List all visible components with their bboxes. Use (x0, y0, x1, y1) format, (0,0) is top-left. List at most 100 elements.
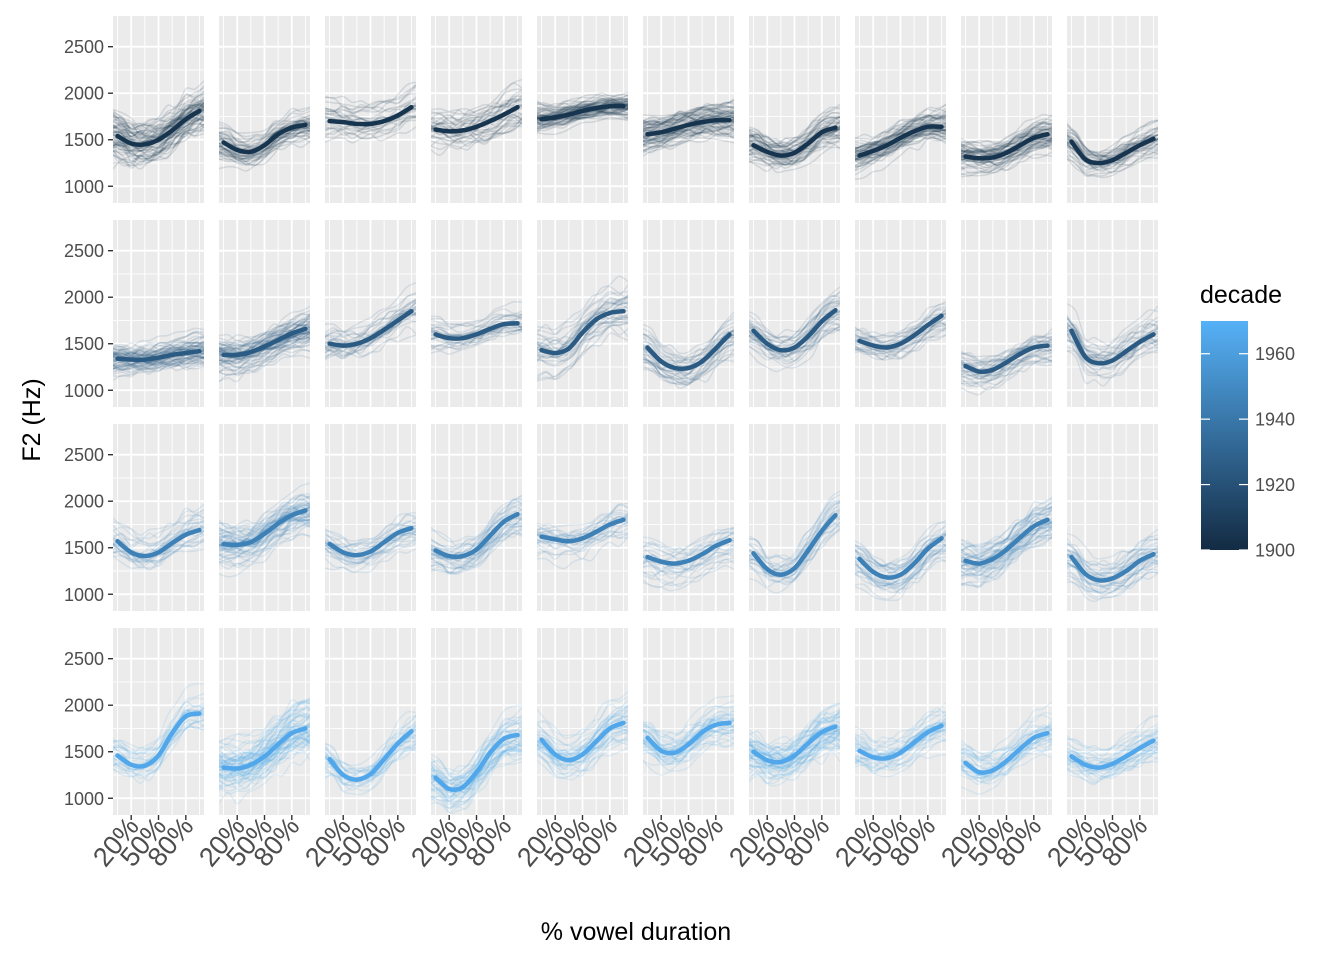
token-trajectory-line (219, 701, 310, 746)
token-trajectory-line (855, 325, 946, 358)
token-trajectory-line (961, 118, 1052, 145)
token-trajectory-line (855, 300, 946, 336)
token-trajectory-line (643, 122, 734, 142)
token-trajectory-line (961, 125, 1052, 150)
token-trajectory-line (961, 497, 1052, 554)
token-trajectory-line (219, 504, 310, 545)
token-trajectory-line (431, 104, 522, 117)
token-trajectory-line (113, 90, 204, 131)
token-trajectory-line (749, 711, 840, 757)
token-trajectory-line (537, 705, 628, 762)
token-trajectory-line (113, 118, 204, 157)
token-trajectory-line (749, 322, 840, 358)
token-trajectory-line (219, 516, 310, 534)
token-trajectory-line (219, 331, 310, 374)
token-trajectory-line (643, 112, 734, 133)
token-trajectory-line (113, 707, 204, 760)
token-trajectory-line (855, 334, 946, 361)
token-trajectory-line (749, 119, 840, 148)
token-trajectory-line (749, 299, 840, 341)
token-trajectory-line (219, 533, 310, 555)
token-trajectory-line (219, 738, 310, 792)
token-trajectory-line (219, 510, 310, 539)
token-trajectory-line (113, 352, 204, 370)
token-trajectory-line (855, 114, 946, 155)
token-trajectory-line (961, 359, 1052, 382)
token-trajectory-line (749, 527, 840, 584)
token-trajectory-line (431, 748, 522, 785)
facet-panel-r2-c4 (537, 424, 628, 611)
token-trajectory-line (643, 134, 734, 154)
token-trajectory-line (537, 101, 628, 115)
token-trajectory-line (537, 691, 628, 737)
token-trajectory-line (537, 734, 628, 767)
token-trajectory-line (1067, 316, 1158, 357)
token-trajectory-line (961, 349, 1052, 380)
token-trajectory-line (749, 328, 840, 356)
token-trajectory-line (537, 295, 628, 336)
token-trajectory-line (431, 313, 522, 329)
token-trajectory-line (855, 753, 946, 778)
token-trajectory-line (219, 499, 310, 533)
token-trajectory-line (113, 341, 204, 359)
facet-panel-r2-c3 (431, 424, 522, 611)
token-trajectory-line (537, 96, 628, 117)
token-trajectory-line (961, 151, 1052, 174)
token-trajectory-line (219, 348, 310, 369)
token-trajectory-line (537, 729, 628, 777)
token-trajectory-line (1067, 561, 1158, 592)
token-trajectory-line (1067, 133, 1158, 159)
token-trajectory-line (643, 533, 734, 560)
token-trajectory-line (431, 99, 522, 129)
token-trajectory-line (325, 547, 416, 574)
token-trajectory-line (1067, 120, 1158, 157)
token-trajectory-line (219, 726, 310, 762)
token-trajectory-line (643, 114, 734, 125)
token-trajectory-line (749, 302, 840, 340)
token-trajectory-line (1067, 335, 1158, 367)
mean-trajectory-line (433, 104, 520, 134)
token-trajectory-line (219, 727, 310, 764)
token-trajectory-line (1067, 123, 1158, 158)
token-trajectory-line (749, 745, 840, 772)
token-trajectory-line (537, 326, 628, 366)
token-trajectory-line (219, 324, 310, 347)
token-trajectory-line (219, 502, 310, 547)
token-trajectory-line (961, 518, 1052, 553)
token-trajectory-line (855, 714, 946, 743)
token-trajectory-line (325, 710, 416, 767)
token-trajectory-line (113, 128, 204, 163)
token-trajectory-line (749, 122, 840, 147)
mean-trajectory-line (857, 313, 944, 350)
token-trajectory-line (961, 734, 1052, 784)
token-trajectory-line (1067, 564, 1158, 592)
token-trajectory-line (1067, 140, 1158, 165)
token-trajectory-line (1067, 536, 1158, 568)
token-trajectory-line (325, 299, 416, 341)
token-trajectory-line (431, 308, 522, 327)
token-trajectory-line (855, 127, 946, 145)
facet-panel-r3-c6 (749, 628, 840, 815)
token-trajectory-line (431, 498, 522, 543)
token-trajectory-line (325, 107, 416, 121)
token-trajectory-line (1067, 538, 1158, 567)
y-tick-label: 2000 (64, 696, 104, 716)
mean-trajectory-line (1069, 738, 1156, 770)
mean-trajectory-line (327, 104, 414, 127)
token-trajectory-line (537, 284, 628, 350)
token-trajectory-line (643, 122, 734, 157)
token-trajectory-line (219, 494, 310, 549)
token-trajectory-line (855, 520, 946, 569)
token-trajectory-line (537, 728, 628, 760)
token-trajectory-line (219, 742, 310, 787)
token-trajectory-line (219, 698, 310, 744)
facet-panel-r1-c5 (643, 220, 734, 407)
token-trajectory-line (219, 119, 310, 148)
token-trajectory-line (961, 143, 1052, 172)
mean-trajectory-line (221, 508, 308, 548)
token-trajectory-line (431, 98, 522, 137)
token-trajectory-line (219, 313, 310, 342)
mean-trajectory-line (857, 124, 944, 158)
token-trajectory-line (855, 327, 946, 360)
